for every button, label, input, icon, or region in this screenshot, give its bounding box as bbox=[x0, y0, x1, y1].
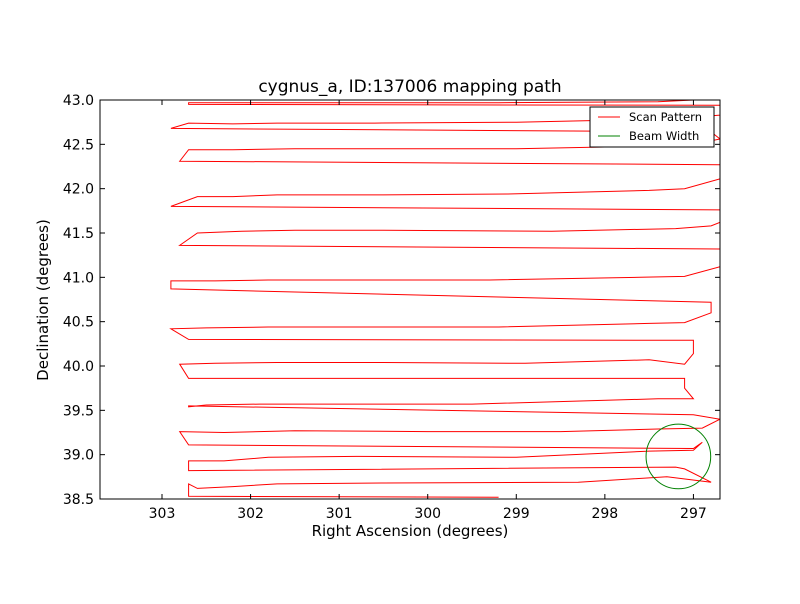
chart-title: cygnus_a, ID:137006 mapping path bbox=[258, 77, 561, 97]
y-axis-label: Declination (degrees) bbox=[34, 219, 52, 381]
x-tick-label: 303 bbox=[149, 506, 176, 522]
y-tick-label: 38.5 bbox=[63, 492, 94, 508]
y-tick-label: 40.0 bbox=[63, 359, 94, 375]
x-axis: 303 302 301 300 299 298 297 bbox=[149, 100, 707, 522]
y-tick-label: 39.5 bbox=[63, 403, 94, 419]
legend: Scan Pattern Beam Width bbox=[589, 106, 715, 148]
legend-label-beam-width: Beam Width bbox=[629, 129, 699, 143]
beam-width-circle bbox=[645, 423, 712, 490]
x-tick-label: 297 bbox=[680, 506, 707, 522]
y-tick-label: 40.5 bbox=[63, 315, 94, 331]
y-tick-label: 39.0 bbox=[63, 448, 94, 464]
x-tick-label: 298 bbox=[591, 506, 618, 522]
plot-frame bbox=[99, 99, 721, 500]
y-tick-label: 41.5 bbox=[63, 226, 94, 242]
legend-label-scan-pattern: Scan Pattern bbox=[629, 110, 702, 124]
y-tick-label: 41.0 bbox=[63, 270, 94, 286]
x-axis-label: Right Ascension (degrees) bbox=[312, 522, 509, 540]
x-tick-label: 299 bbox=[503, 506, 530, 522]
legend-box bbox=[589, 106, 715, 148]
y-axis: 38.5 39.0 39.5 40.0 40.5 41.0 41.5 42.0 42.5 43.0 bbox=[63, 93, 720, 508]
y-tick-label: 42.0 bbox=[63, 182, 94, 198]
x-tick-label: 301 bbox=[326, 506, 353, 522]
y-tick-label: 43.0 bbox=[63, 93, 94, 109]
x-tick-label: 300 bbox=[414, 506, 441, 522]
x-tick-label: 302 bbox=[237, 506, 264, 522]
plot-area bbox=[100, 100, 720, 499]
y-tick-label: 42.5 bbox=[63, 137, 94, 153]
